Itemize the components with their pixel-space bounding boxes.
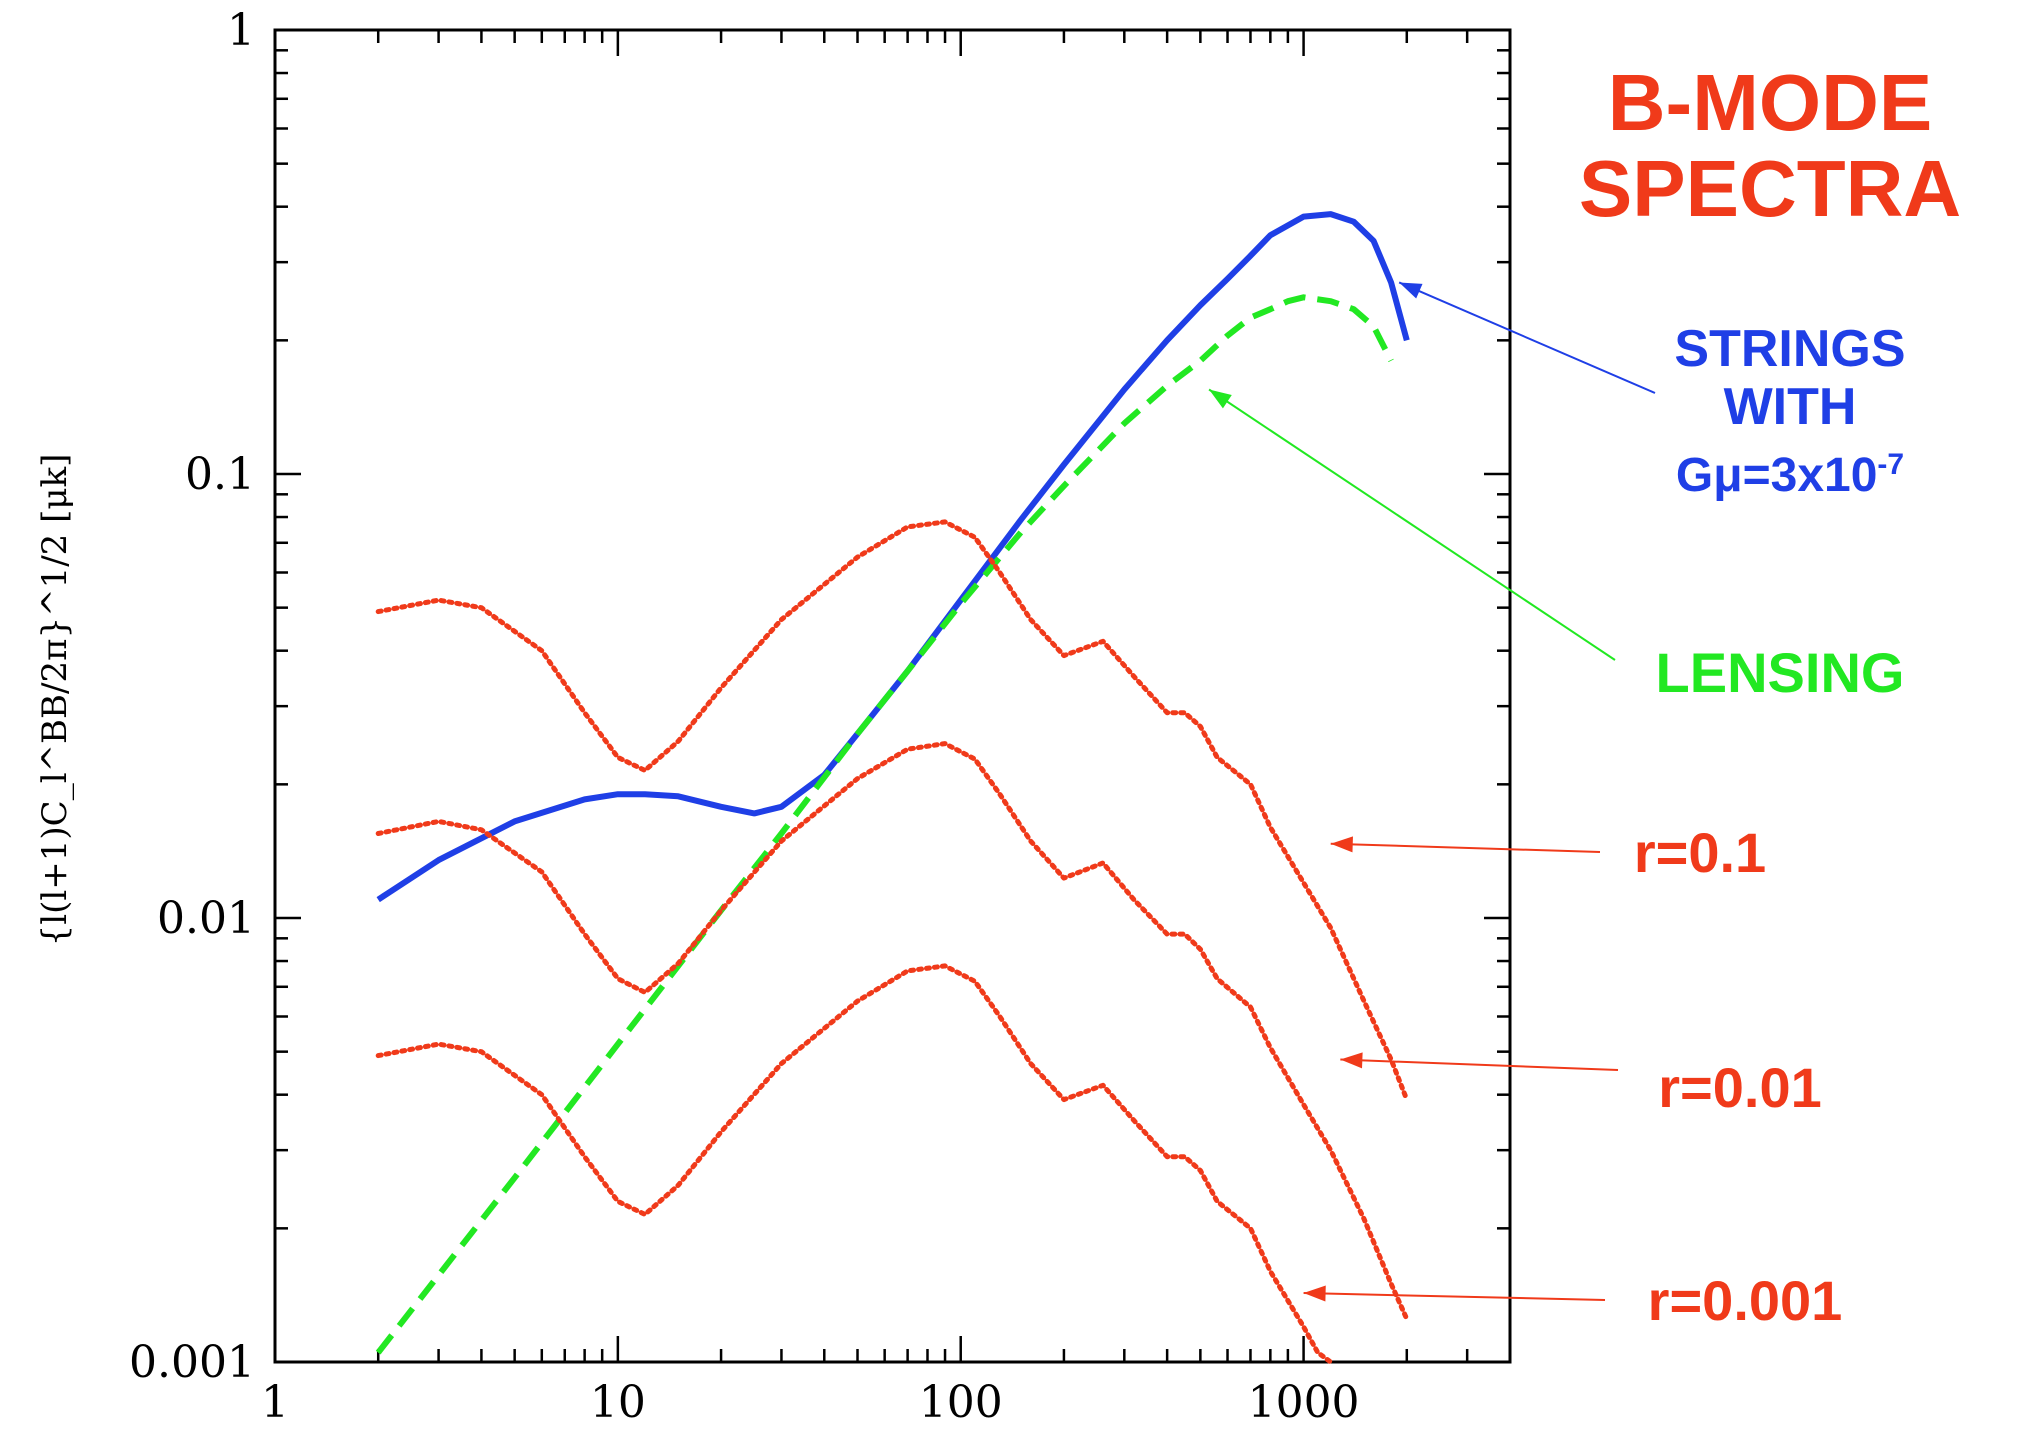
y-tick-label: 0.1: [185, 449, 255, 500]
arrowhead-r01: [1330, 836, 1353, 853]
axis-tick-labels: 1 10 100 1000 0.001 0.01 0.1 1: [129, 5, 1360, 1428]
plot-border: [273, 28, 1512, 1364]
arrowhead-lensing: [1209, 389, 1232, 409]
annotation-arrows: [1208, 281, 1656, 1302]
chart-title-line-2: SPECTRA: [1578, 144, 1962, 233]
x-tick-label: 100: [919, 1377, 1003, 1428]
y-tick-label: 0.001: [129, 1337, 255, 1388]
data-series: [375, 211, 1410, 1365]
legend-label-r-0-01: r=0.01: [1658, 1056, 1822, 1119]
strings-label-line-2: WITH: [1723, 378, 1857, 436]
axis-ticks: [273, 28, 1512, 1364]
arrowhead-r0001: [1303, 1285, 1326, 1302]
legend-label-lensing: LENSING: [1655, 641, 1905, 704]
chart-title-line-1: B-MODE: [1607, 58, 1933, 147]
strings-label-line-1: STRINGS: [1674, 320, 1906, 378]
legend-label-strings: STRINGS WITH Gμ=3x10-7: [1640, 320, 1940, 505]
arrow-lensing: [1208, 388, 1616, 661]
strings-label-exponent: -7: [1877, 448, 1905, 481]
series-line-001: [375, 741, 1410, 1322]
arrowhead-r001: [1340, 1052, 1363, 1069]
legend-label-r-0-001: r=0.001: [1647, 1269, 1843, 1332]
arrow-r001: [1340, 1058, 1619, 1071]
x-tick-label: 1000: [1248, 1377, 1360, 1428]
series-line-0001: [375, 963, 1334, 1365]
x-tick-label: 10: [590, 1377, 646, 1428]
x-tick-label: 1: [261, 1377, 289, 1428]
y-tick-label: 0.01: [157, 893, 255, 944]
y-tick-label: 1: [227, 5, 255, 56]
arrow-r01: [1330, 842, 1601, 853]
series-line-lensing: [375, 294, 1394, 1355]
arrow-r0001: [1303, 1292, 1606, 1301]
plot-frame: [273, 28, 1512, 1364]
arrowhead-strings: [1399, 282, 1423, 299]
arrow-strings: [1398, 281, 1656, 394]
series-line-strings: [376, 211, 1410, 903]
y-axis-label: {l(l+1)C_l^BB/2π}^1/2 [μk]: [35, 454, 75, 947]
strings-label-line-3: Gμ=3x10-7: [1675, 448, 1905, 502]
legend-label-r-0-1: r=0.1: [1633, 821, 1767, 884]
chart-title: B-MODE SPECTRA: [1540, 60, 2000, 232]
series-line-01: [375, 519, 1410, 1103]
